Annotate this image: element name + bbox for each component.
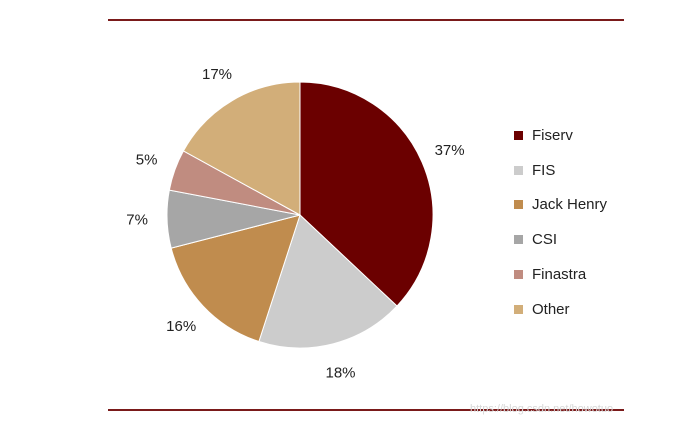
legend-item-other: Other [514,292,607,327]
legend-item-finastra: Finastra [514,257,607,292]
bottom-rule [108,409,624,411]
pie-value-labels: 37% 18% 16% 7% 5% 17% [126,66,464,381]
legend-label-fis: FIS [532,161,556,179]
value-label-fiserv: 37% [435,142,465,159]
pie-slice-other [182,81,301,216]
legend-item-fis: FIS [514,153,607,188]
legend-item-fiserv: Fiserv [514,118,607,153]
value-label-fis: 18% [325,364,355,381]
pie-slice-fiserv [299,81,434,307]
legend-swatch-other [514,304,523,314]
value-label-csi: 7% [126,212,148,229]
top-rule [108,19,624,21]
legend-label-fiserv: Fiserv [532,126,573,144]
legend-label-csi: CSI [532,231,558,249]
pie-slices [166,81,434,349]
legend-swatch-finastra [514,270,523,280]
legend-label-jack-henry: Jack Henry [532,196,608,214]
value-label-jack-henry: 16% [166,318,196,335]
legend-swatch-csi [514,235,523,245]
legend-item-csi: CSI [514,222,607,257]
legend-swatch-fis [514,165,523,175]
legend-label-other: Other [532,300,570,318]
legend-item-jack-henry: Jack Henry [514,188,607,223]
legend-swatch-fiserv [514,130,523,140]
value-label-finastra: 5% [136,151,158,168]
chart-legend: Fiserv FIS Jack Henry CSI Finastra Other [514,118,607,327]
value-label-other: 17% [202,66,232,83]
legend-label-finastra: Finastra [532,266,587,284]
watermark-text: https://blog.csdn.net/howotuo [470,403,614,415]
legend-swatch-jack-henry [514,200,523,210]
pie-slice-jack-henry [170,214,301,343]
pie-slice-fis [258,214,398,349]
